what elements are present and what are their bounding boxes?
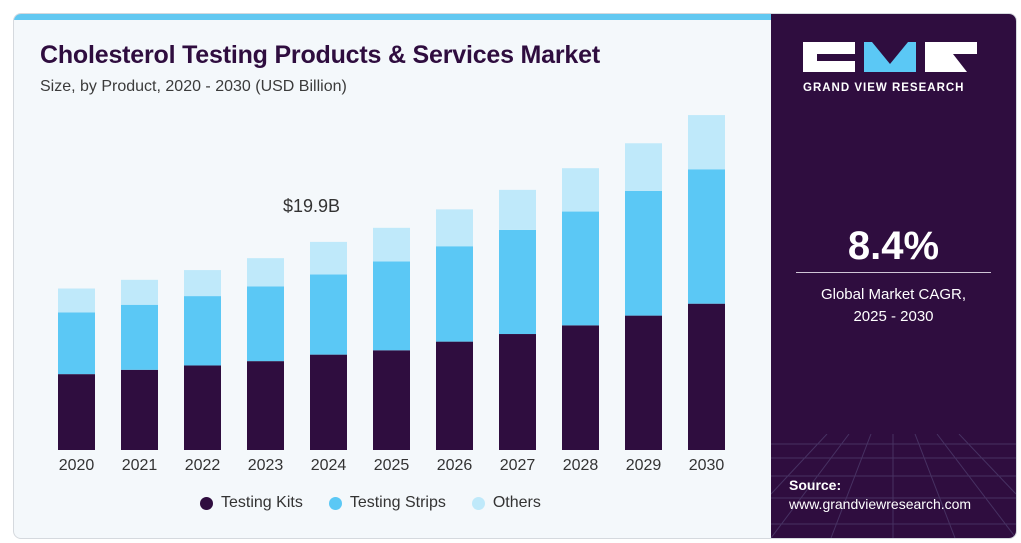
cagr-divider xyxy=(796,272,991,273)
bar-others-2026 xyxy=(436,209,473,247)
legend: Testing Kits Testing Strips Others xyxy=(200,494,541,512)
x-tick-label-2025: 2025 xyxy=(374,457,410,474)
x-tick-label-2027: 2027 xyxy=(500,457,536,474)
legend-swatch-testing-kits xyxy=(200,496,213,510)
x-tick-label-2020: 2020 xyxy=(59,457,95,474)
bar-others-2024 xyxy=(310,241,347,275)
logo-v-icon xyxy=(864,42,916,72)
x-tick-label-2024: 2024 xyxy=(311,457,347,474)
bar-testing-kits-2020 xyxy=(58,374,95,450)
bar-chart: 2020 2021 2022 2023 2024 2025 2026 2027 2028 2029… xyxy=(58,115,725,474)
bar-testing-strips-2026 xyxy=(436,246,473,342)
bar-others-2023 xyxy=(247,258,284,287)
bar-testing-kits-2023 xyxy=(247,361,284,450)
bar-testing-kits-2030 xyxy=(688,303,725,450)
bar-others-2027 xyxy=(499,189,536,230)
bar-testing-strips-2027 xyxy=(499,229,536,335)
legend-label-testing-strips: Testing Strips xyxy=(349,494,446,511)
bar-testing-strips-2022 xyxy=(184,296,221,366)
bar-testing-kits-2026 xyxy=(436,341,473,450)
source-url: www.grandviewresearch.com xyxy=(789,496,972,512)
brand-logo: GRAND VIEW RESEARCH xyxy=(803,42,985,94)
cagr-label-line-2: 2025 - 2030 xyxy=(853,308,934,325)
bar-others-2021 xyxy=(121,279,158,305)
grid-floor-decoration xyxy=(771,434,1016,538)
bar-testing-strips-2028 xyxy=(562,211,599,326)
x-tick-label-2023: 2023 xyxy=(248,457,284,474)
x-tick-label-2029: 2029 xyxy=(626,457,662,474)
chart-subtitle: Size, by Product, 2020 - 2030 (USD Billi… xyxy=(40,78,347,95)
bar-others-2030 xyxy=(688,115,725,170)
bar-testing-kits-2029 xyxy=(625,315,662,450)
legend-item-others: Others xyxy=(471,494,541,512)
cagr-label-line-1: Global Market CAGR, xyxy=(820,286,967,303)
cagr-label: Global Market CAGR, 2025 - 2030 xyxy=(771,284,1016,328)
bar-testing-strips-2029 xyxy=(625,190,662,316)
x-tick-label-2022: 2022 xyxy=(185,457,221,474)
logo-marks xyxy=(803,42,985,72)
bar-others-2029 xyxy=(625,143,662,191)
bar-testing-strips-2020 xyxy=(58,312,95,375)
sidebar-panel: GRAND VIEW RESEARCH 8.4% Global Market C… xyxy=(771,14,1016,538)
bar-testing-kits-2022 xyxy=(184,365,221,450)
x-tick-label-2028: 2028 xyxy=(563,457,599,474)
bar-testing-kits-2021 xyxy=(121,369,158,450)
accent-bar xyxy=(14,14,771,20)
source-note: Source: www.grandviewresearch.com xyxy=(789,476,971,514)
x-tick-label-2026: 2026 xyxy=(437,457,473,474)
logo-r-icon xyxy=(925,42,977,72)
chart-card: Cholesterol Testing Products & Services … xyxy=(13,13,1017,539)
legend-item-testing-kits: Testing Kits xyxy=(200,494,303,512)
legend-swatch-testing-strips xyxy=(328,496,342,510)
x-tick-label-2021: 2021 xyxy=(122,457,158,474)
bar-testing-kits-2024 xyxy=(310,354,347,450)
bar-others-2028 xyxy=(562,168,599,212)
bar-testing-kits-2028 xyxy=(562,325,599,450)
bar-testing-strips-2025 xyxy=(373,261,410,351)
bar-others-2020 xyxy=(58,288,95,313)
chart-title: Cholesterol Testing Products & Services … xyxy=(40,41,600,69)
bar-others-2025 xyxy=(373,227,410,262)
value-annotation: $19.9B xyxy=(283,196,340,216)
source-label: Source: xyxy=(789,477,842,493)
legend-label-others: Others xyxy=(492,494,541,511)
cagr-value: 8.4% xyxy=(847,224,940,268)
bar-testing-strips-2024 xyxy=(310,274,347,355)
bar-testing-strips-2023 xyxy=(247,286,284,362)
brand-name: GRAND VIEW RESEARCH xyxy=(803,82,965,94)
bar-others-2022 xyxy=(184,270,221,297)
logo-g-icon xyxy=(803,42,855,72)
bar-testing-strips-2021 xyxy=(121,304,158,370)
x-tick-label-2030: 2030 xyxy=(689,457,725,474)
legend-item-testing-strips: Testing Strips xyxy=(328,494,446,512)
legend-label-testing-kits: Testing Kits xyxy=(221,494,303,511)
legend-swatch-others xyxy=(471,496,485,510)
bar-testing-strips-2030 xyxy=(688,169,725,304)
bar-testing-kits-2025 xyxy=(373,350,410,450)
bar-testing-kits-2027 xyxy=(499,334,536,450)
